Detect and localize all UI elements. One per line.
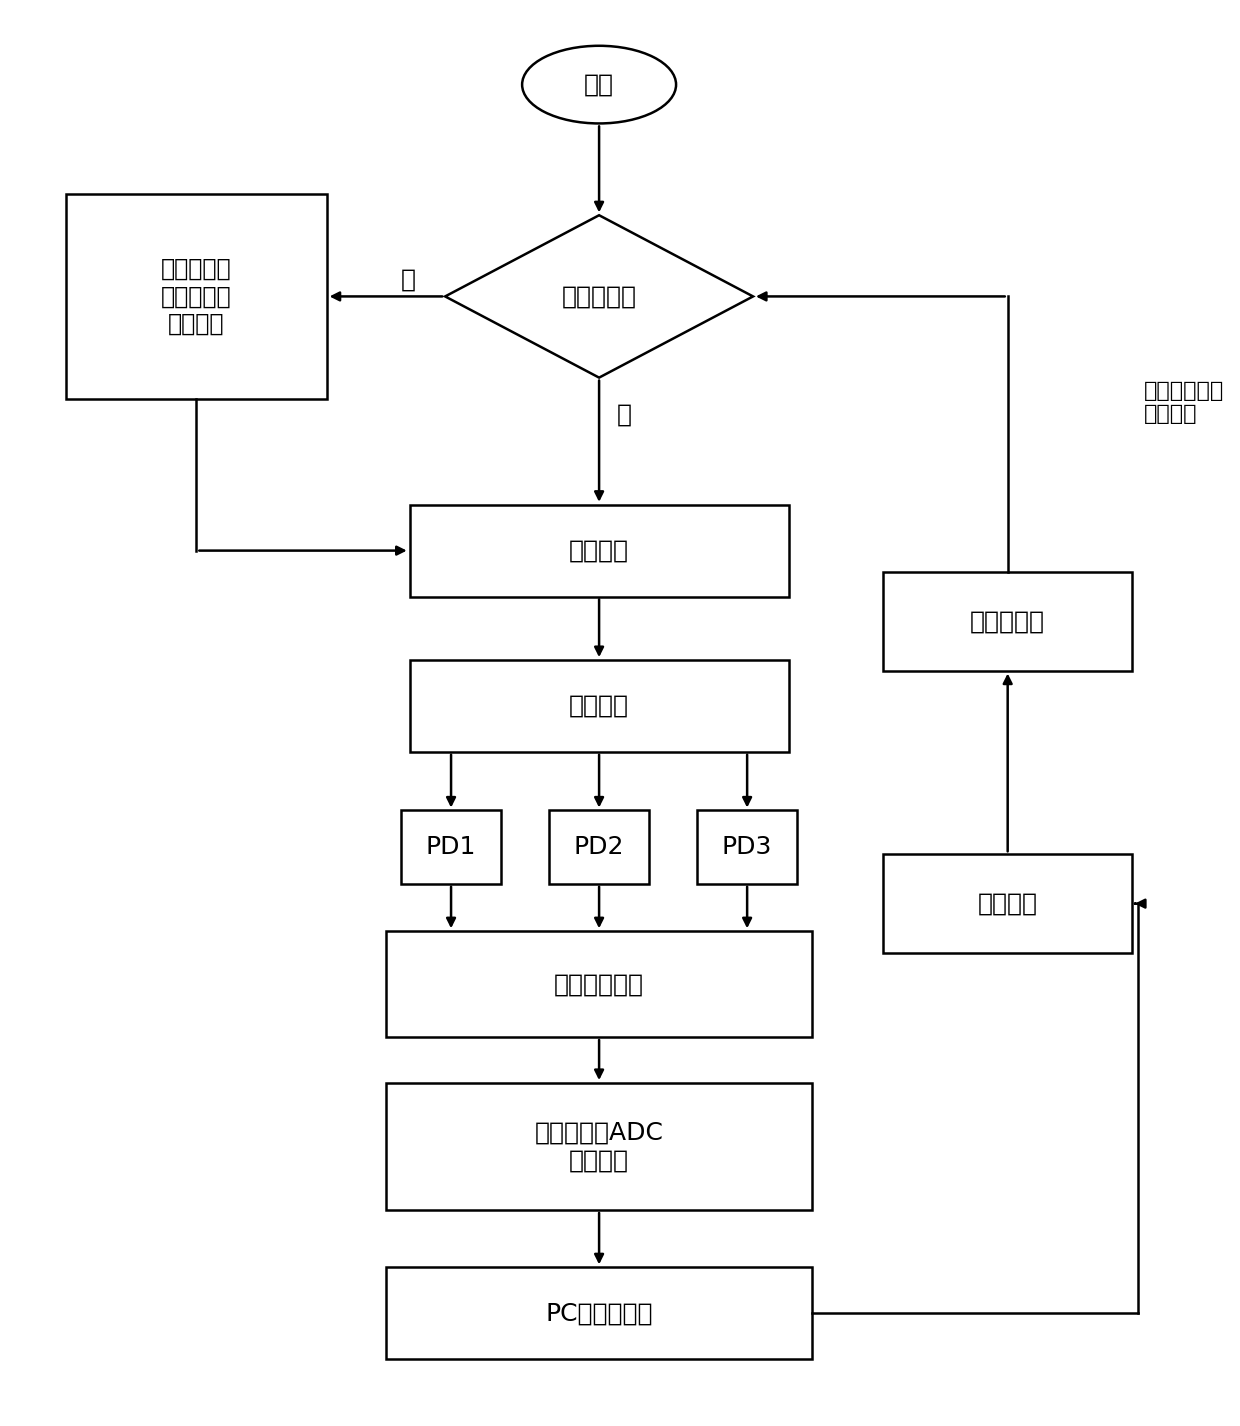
Text: 开始: 开始: [584, 73, 614, 97]
Text: PD2: PD2: [574, 836, 625, 858]
Text: 信号处理模块: 信号处理模块: [554, 973, 644, 997]
Bar: [697, 810, 797, 884]
Bar: [386, 1082, 812, 1211]
Bar: [386, 1268, 812, 1359]
Text: 波长分割: 波长分割: [569, 694, 629, 717]
Bar: [409, 505, 789, 596]
Bar: [549, 810, 650, 884]
Text: 滤光片组: 滤光片组: [569, 539, 629, 563]
Bar: [883, 854, 1132, 953]
Text: 温度信号: 温度信号: [977, 891, 1038, 915]
Bar: [883, 572, 1132, 670]
Bar: [386, 931, 812, 1037]
Text: 是否得到此次
温度信号: 是否得到此次 温度信号: [1143, 381, 1224, 424]
Text: PC机算法处理: PC机算法处理: [546, 1301, 652, 1325]
Text: PD1: PD1: [425, 836, 476, 858]
Text: 设定黑体炉
温度与所得
温度一致: 设定黑体炉 温度与所得 温度一致: [161, 257, 232, 337]
Bar: [401, 810, 501, 884]
Text: 是: 是: [401, 268, 415, 291]
Text: PD3: PD3: [722, 836, 773, 858]
Bar: [66, 194, 326, 399]
Text: 否: 否: [616, 404, 632, 426]
Text: 切换控制器: 切换控制器: [970, 609, 1045, 633]
Text: 后端反射镜: 后端反射镜: [562, 284, 636, 308]
Bar: [409, 660, 789, 752]
Ellipse shape: [522, 46, 676, 124]
Text: 高速多通道ADC
数据采集: 高速多通道ADC 数据采集: [534, 1121, 663, 1172]
Polygon shape: [445, 215, 753, 378]
